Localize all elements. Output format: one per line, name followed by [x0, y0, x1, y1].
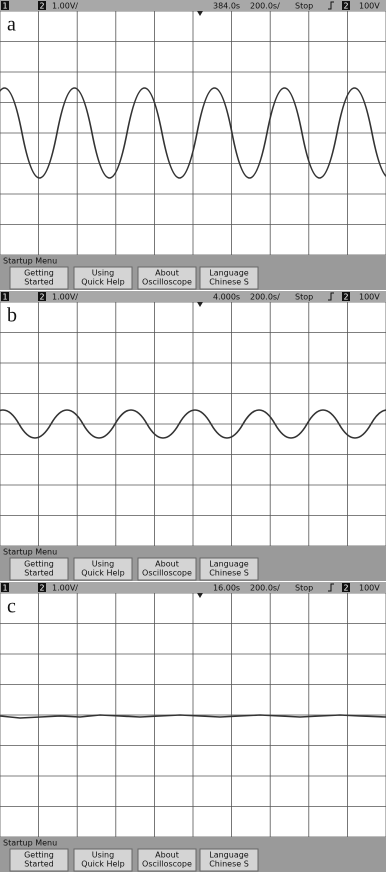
menu-button-text: Getting: [24, 851, 54, 860]
menu-title: Startup Menu: [3, 257, 57, 266]
menu-button-text: Quick Help: [81, 860, 124, 869]
trigger-source: 2: [343, 584, 348, 593]
volts-per-div: 1.00V/: [52, 2, 78, 11]
menu-button-text: Getting: [24, 560, 54, 569]
channel-2: 2: [39, 293, 44, 302]
panel-label: c: [7, 596, 16, 618]
trigger-source: 2: [343, 293, 348, 302]
panel-label: a: [7, 14, 16, 36]
menu-title: Startup Menu: [3, 839, 57, 848]
delay: 4.000s: [213, 293, 240, 302]
menu-button-text: Using: [92, 851, 114, 860]
run-status: Stop: [295, 293, 313, 302]
trigger-level: 100V: [359, 584, 380, 593]
menu-button-text: Oscilloscope: [142, 278, 192, 287]
menu-button-text: Using: [92, 560, 114, 569]
menu-button-text: Language: [209, 851, 249, 860]
menu-button-text: Quick Help: [81, 278, 124, 287]
panel-label: b: [7, 305, 17, 327]
time-per-div: 200.0s/: [250, 584, 280, 593]
trigger-level: 100V: [359, 2, 380, 11]
run-status: Stop: [295, 2, 313, 11]
menu-button-text: About: [155, 269, 179, 278]
menu-button-text: About: [155, 560, 179, 569]
run-status: Stop: [295, 584, 313, 593]
menu-button-text: Language: [209, 560, 249, 569]
menu-button-text: Language: [209, 269, 249, 278]
channel-2: 2: [39, 584, 44, 593]
channel-1: 1: [2, 293, 7, 302]
scope-panel: 1 2 1.00V/16.00s 200.0s/Stop 2 100V c Startup M…: [0, 582, 386, 872]
figure: 1 2 1.00V/384.0s 200.0s/Stop 2 100V a Startup M…: [0, 0, 386, 872]
delay: 384.0s: [213, 2, 240, 11]
channel-2: 2: [39, 2, 44, 11]
menu-button-text: Chinese S: [209, 569, 249, 578]
menu-button-text: Oscilloscope: [142, 569, 192, 578]
trigger-source: 2: [343, 2, 348, 11]
menu-button-text: Quick Help: [81, 569, 124, 578]
time-per-div: 200.0s/: [250, 2, 280, 11]
menu-button-text: Started: [24, 569, 54, 578]
time-per-div: 200.0s/: [250, 293, 280, 302]
menu-button-text: Getting: [24, 269, 54, 278]
menu-button-text: Started: [24, 278, 54, 287]
menu-button-text: Chinese S: [209, 860, 249, 869]
scope-panel: 1 2 1.00V/4.000s 200.0s/Stop 2 100V b Startup M…: [0, 291, 386, 581]
volts-per-div: 1.00V/: [52, 293, 78, 302]
volts-per-div: 1.00V/: [52, 584, 78, 593]
menu-button-text: Using: [92, 269, 114, 278]
menu-title: Startup Menu: [3, 548, 57, 557]
delay: 16.00s: [213, 584, 240, 593]
menu-button-text: About: [155, 851, 179, 860]
menu-button-text: Started: [24, 860, 54, 869]
trigger-level: 100V: [359, 293, 380, 302]
channel-1: 1: [2, 584, 7, 593]
menu-button-text: Chinese S: [209, 278, 249, 287]
channel-1: 1: [2, 2, 7, 11]
scope-panel: 1 2 1.00V/384.0s 200.0s/Stop 2 100V a Startup M…: [0, 0, 386, 290]
menu-button-text: Oscilloscope: [142, 860, 192, 869]
